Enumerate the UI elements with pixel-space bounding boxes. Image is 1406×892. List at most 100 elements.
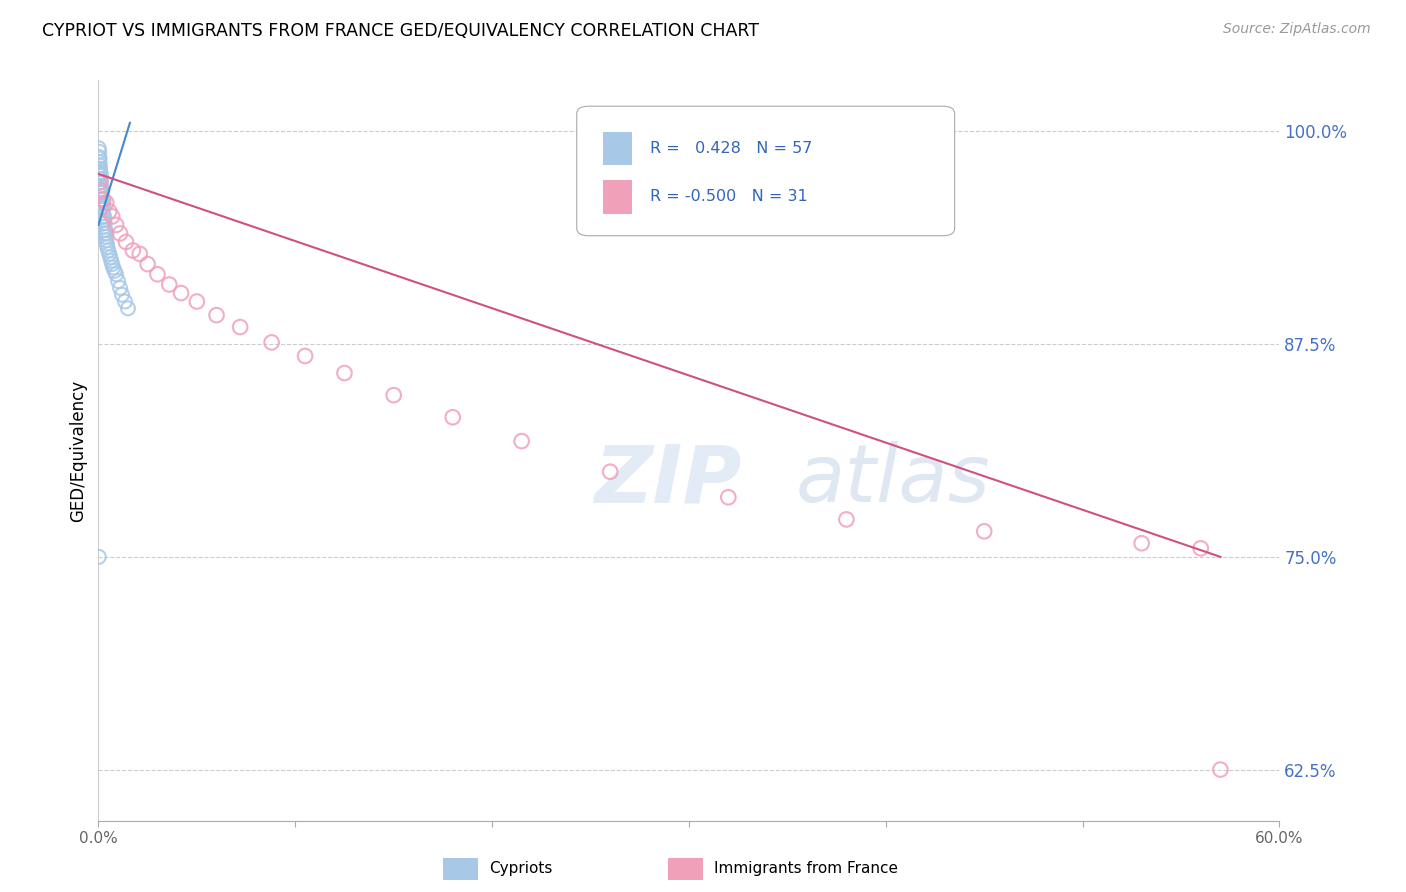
Point <box>90 182 112 196</box>
Point <box>90 167 112 181</box>
Point <box>90 178 112 193</box>
Point <box>93 201 115 215</box>
Point <box>91 193 114 207</box>
Point <box>973 524 995 539</box>
Point <box>96 227 118 241</box>
Point <box>835 512 858 526</box>
Point <box>599 465 621 479</box>
Point <box>89 145 111 159</box>
Point <box>93 216 115 230</box>
Y-axis label: GED/Equivalency: GED/Equivalency <box>69 379 87 522</box>
Point <box>93 219 115 234</box>
Point <box>441 410 464 425</box>
Point <box>333 366 356 380</box>
Point <box>98 247 121 261</box>
Point <box>93 193 115 207</box>
Point <box>90 184 112 198</box>
Point <box>91 184 114 198</box>
Point <box>90 186 112 200</box>
Point <box>136 257 159 271</box>
Point <box>146 268 169 282</box>
Point <box>1189 541 1212 556</box>
Text: R = -0.500   N = 31: R = -0.500 N = 31 <box>650 189 807 204</box>
Point <box>100 253 122 268</box>
Point <box>89 161 111 176</box>
Point <box>717 490 740 504</box>
Point <box>101 210 124 224</box>
Point <box>93 223 115 237</box>
Point <box>108 281 131 295</box>
Text: ZIP: ZIP <box>595 441 742 519</box>
Point <box>94 223 117 237</box>
Point <box>229 320 252 334</box>
Point <box>90 189 112 203</box>
Point <box>96 236 118 251</box>
Text: R =   0.428   N = 57: R = 0.428 N = 57 <box>650 141 813 156</box>
Point <box>90 178 112 193</box>
Point <box>382 388 405 402</box>
Point <box>108 227 131 241</box>
Point <box>89 169 111 183</box>
Point <box>205 308 228 322</box>
Point <box>117 301 139 316</box>
Point <box>94 233 117 247</box>
Point <box>510 434 533 449</box>
Point <box>91 202 114 217</box>
Point <box>170 286 193 301</box>
Point <box>98 204 121 219</box>
FancyBboxPatch shape <box>603 180 633 213</box>
Point <box>90 172 112 186</box>
Point <box>87 150 110 164</box>
Text: atlas: atlas <box>796 441 990 519</box>
Point <box>101 257 124 271</box>
Point <box>105 218 128 232</box>
Text: CYPRIOT VS IMMIGRANTS FROM FRANCE GED/EQUIVALENCY CORRELATION CHART: CYPRIOT VS IMMIGRANTS FROM FRANCE GED/EQ… <box>42 22 759 40</box>
Point <box>103 264 125 278</box>
Point <box>89 152 111 166</box>
Point <box>93 212 115 227</box>
Point <box>96 240 118 254</box>
Point <box>87 141 110 155</box>
Point <box>89 165 111 179</box>
FancyBboxPatch shape <box>576 106 955 235</box>
Point <box>89 155 111 169</box>
Point <box>1130 536 1153 550</box>
Text: Immigrants from France: Immigrants from France <box>714 862 898 876</box>
Point <box>89 175 111 189</box>
Text: Cypriots: Cypriots <box>489 862 553 876</box>
Point <box>90 175 112 189</box>
Point <box>89 167 111 181</box>
Point <box>186 294 208 309</box>
Point <box>105 268 128 282</box>
Point <box>157 277 180 292</box>
Point <box>294 349 316 363</box>
Point <box>111 287 134 301</box>
Point <box>89 172 111 186</box>
Point <box>115 235 138 249</box>
Point <box>90 186 112 200</box>
Point <box>93 216 115 230</box>
Point <box>260 335 283 350</box>
Point <box>89 158 111 172</box>
Point <box>91 199 114 213</box>
Point <box>93 210 115 224</box>
Point <box>107 274 129 288</box>
Point <box>98 250 121 264</box>
Point <box>91 195 114 210</box>
Point <box>94 227 117 241</box>
Point <box>103 260 125 275</box>
Point <box>87 549 110 564</box>
Point <box>94 230 117 244</box>
Point <box>91 206 114 220</box>
Point <box>114 294 136 309</box>
FancyBboxPatch shape <box>603 132 633 165</box>
Point <box>91 195 114 210</box>
Point <box>93 210 115 224</box>
Text: Source: ZipAtlas.com: Source: ZipAtlas.com <box>1223 22 1371 37</box>
Point <box>128 247 150 261</box>
Point <box>122 244 145 258</box>
Point <box>97 244 120 258</box>
Point <box>96 195 118 210</box>
Point <box>89 161 111 176</box>
Point <box>1209 763 1232 777</box>
